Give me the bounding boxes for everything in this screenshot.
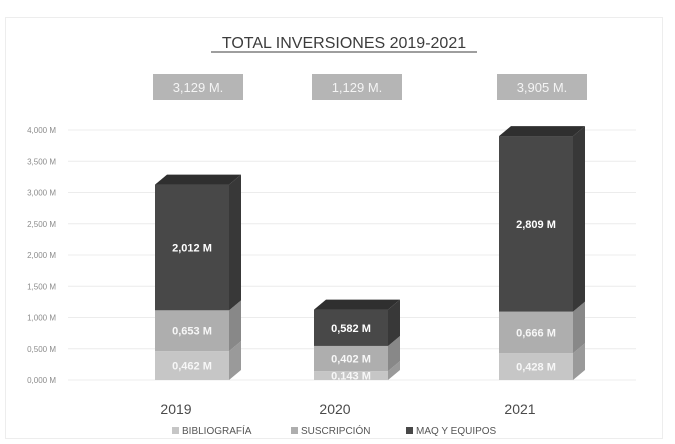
y-tick-label: 2,500 M (27, 220, 56, 229)
bar-front-face (155, 351, 229, 380)
segment-value-label: 0,653 M (172, 326, 212, 338)
total-box-bg (312, 74, 402, 100)
bar-segment (155, 341, 241, 380)
bar-top-face (499, 126, 585, 137)
bar-front-face (155, 310, 229, 352)
y-tick-label: 4,000 M (27, 126, 56, 135)
segment-value-label: 2,809 M (516, 219, 556, 231)
legend-swatch (291, 427, 298, 434)
bar-side-face (229, 341, 241, 380)
bar-side-face (229, 174, 241, 311)
y-tick-label: 0,500 M (27, 345, 56, 354)
y-tick-label: 1,000 M (27, 314, 56, 323)
legend-item: MAQ Y EQUIPOS (406, 426, 497, 437)
bar-front-face (314, 345, 388, 372)
bar-segment (499, 343, 585, 380)
segment-value-label: 0,582 M (331, 323, 371, 335)
legend-label: SUSCRIPCIÓN (301, 424, 370, 437)
bar-side-face (229, 300, 241, 352)
bar-front-face (499, 353, 573, 380)
legend-swatch (172, 427, 179, 434)
bar-top-face (314, 299, 400, 310)
bar-side-face (388, 299, 400, 346)
total-box: 3,905 M. (497, 74, 587, 100)
stacked-bar-chart: TOTAL INVERSIONES 2019-2021 0,000 M 0,500… (27, 35, 636, 437)
y-tick-label: 3,000 M (27, 189, 56, 198)
bars (155, 126, 585, 380)
bar-top-face (155, 174, 241, 185)
segment-labels: 0,462 M 0,653 M 2,012 M 0,143 M 0,402 M 0,582… (172, 219, 556, 383)
bar-side-face (573, 126, 585, 312)
segment-value-label: 0,143 M (331, 371, 371, 383)
bar-segment (499, 126, 585, 312)
bar-front-face (499, 136, 573, 312)
segment-value-label: 0,428 M (516, 362, 556, 374)
y-tick-label: 2,000 M (27, 251, 56, 260)
legend-label: MAQ Y EQUIPOS (416, 426, 497, 437)
y-tick-label: 1,500 M (27, 282, 56, 291)
chart-frame: TOTAL INVERSIONES 2019-2021 0,000 M 0,500… (6, 18, 662, 438)
y-tick-label: 3,500 M (27, 157, 56, 166)
bar-front-face (499, 311, 573, 354)
bar-segment (314, 361, 400, 380)
bar-side-face (573, 301, 585, 354)
bar-side-face (573, 343, 585, 380)
x-axis-ticks: 2019 2020 2021 (160, 401, 535, 417)
total-value-label: 1,129 M. (332, 80, 383, 95)
y-tick-label: 0,000 M (27, 376, 56, 385)
x-tick-label: 2019 (160, 401, 191, 417)
bar-front-face (314, 371, 388, 380)
bar-side-face (388, 335, 400, 372)
legend-label: BIBLIOGRAFÍA (182, 424, 252, 437)
total-value-label: 3,905 M. (517, 80, 568, 95)
bar-segment (155, 300, 241, 352)
total-box: 1,129 M. (312, 74, 402, 100)
bar-front-face (155, 184, 229, 311)
x-tick-label: 2021 (504, 401, 535, 417)
segment-value-label: 0,462 M (172, 361, 212, 373)
total-box-bg (153, 74, 243, 100)
bar-front-face (314, 309, 388, 346)
legend: BIBLIOGRAFÍA SUSCRIPCIÓN MAQ Y EQUIPOS (172, 424, 497, 437)
legend-swatch (406, 427, 413, 434)
segment-value-label: 0,666 M (516, 327, 556, 339)
y-axis-ticks: 0,000 M 0,500 M 1,000 M 1,500 M 2,000 M 2,500… (27, 126, 56, 385)
total-box-bg (497, 74, 587, 100)
total-value-label: 3,129 M. (173, 80, 224, 95)
legend-item: BIBLIOGRAFÍA (172, 424, 252, 437)
bar-segment (499, 301, 585, 354)
chart-title: TOTAL INVERSIONES 2019-2021 (222, 35, 466, 52)
bar-segment (155, 174, 241, 311)
segment-value-label: 2,012 M (172, 242, 212, 254)
total-boxes: 3,129 M. 1,129 M. 3,905 M. (153, 74, 587, 100)
bar-segment (314, 335, 400, 372)
x-tick-label: 2020 (319, 401, 350, 417)
bar-side-face (388, 361, 400, 380)
total-box: 3,129 M. (153, 74, 243, 100)
bar-segment (314, 299, 400, 346)
legend-item: SUSCRIPCIÓN (291, 424, 370, 437)
segment-value-label: 0,402 M (331, 354, 371, 366)
